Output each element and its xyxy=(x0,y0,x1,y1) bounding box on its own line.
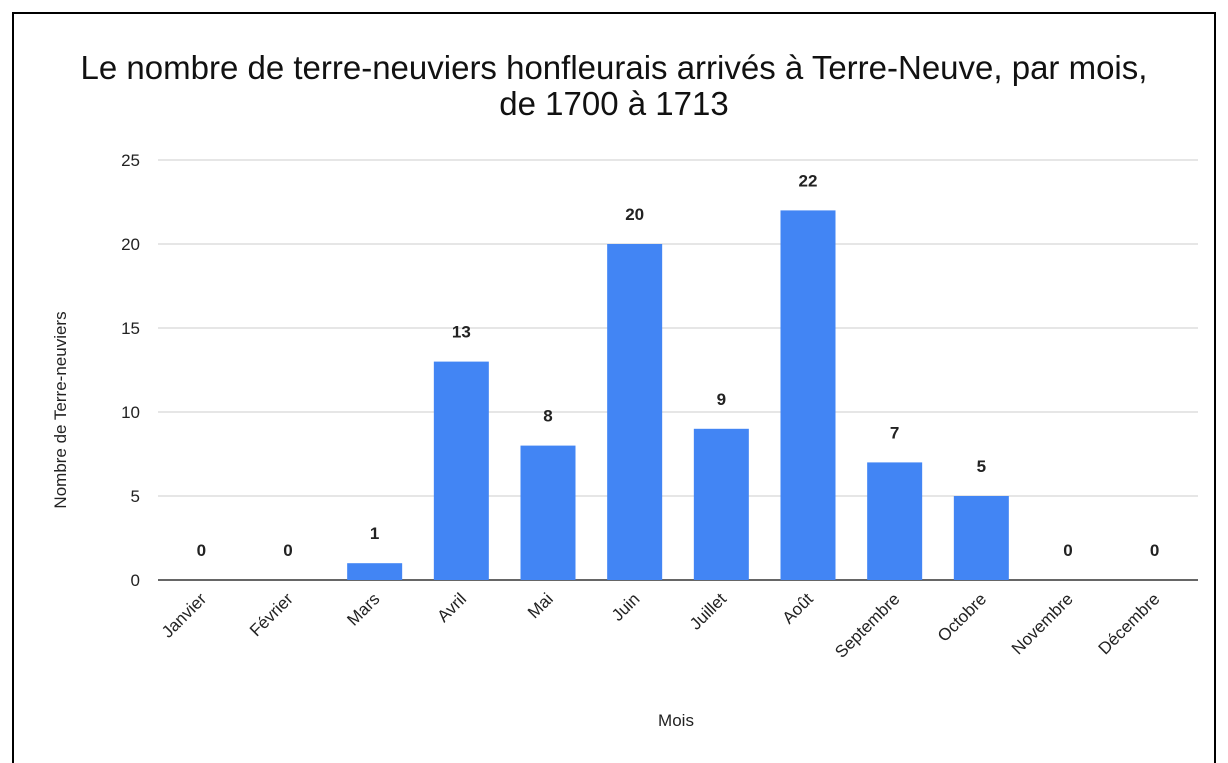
x-tick-label: Mai xyxy=(524,589,557,622)
data-label: 5 xyxy=(977,457,986,476)
bar xyxy=(953,496,1009,580)
data-label: 1 xyxy=(370,524,379,543)
x-tick-label: Juin xyxy=(608,589,643,624)
x-tick-label: Avril xyxy=(434,589,471,626)
frame xyxy=(12,12,1216,763)
x-tick-label: Février xyxy=(246,589,297,640)
data-label: 7 xyxy=(890,423,899,442)
x-tick-label: Octobre xyxy=(934,589,990,645)
bar xyxy=(693,428,749,580)
data-label: 22 xyxy=(799,171,818,190)
data-label: 13 xyxy=(452,323,471,342)
bar xyxy=(780,210,836,580)
y-tick-label: 20 xyxy=(121,235,140,254)
x-tick-label: Mars xyxy=(343,589,383,629)
y-axis-label: Nombre de Terre-neuviers xyxy=(51,311,70,508)
x-tick-label: Août xyxy=(779,589,817,627)
bar xyxy=(607,244,663,580)
data-label: 0 xyxy=(1150,541,1159,560)
y-tick-label: 5 xyxy=(131,487,140,506)
data-label: 0 xyxy=(197,541,206,560)
data-label: 0 xyxy=(283,541,292,560)
y-tick-label: 0 xyxy=(131,571,140,590)
data-label: 8 xyxy=(543,407,552,426)
y-tick-label: 25 xyxy=(121,151,140,170)
x-tick-label: Juillet xyxy=(686,589,730,633)
chart-title: Le nombre de terre-neuviers honfleurais … xyxy=(80,49,1148,122)
x-tick-label: Janvier xyxy=(158,589,210,641)
x-tick-label: Septembre xyxy=(831,589,903,661)
bar xyxy=(520,445,576,580)
data-label: 20 xyxy=(625,205,644,224)
data-label: 0 xyxy=(1063,541,1072,560)
bar xyxy=(867,462,923,580)
data-label: 9 xyxy=(717,390,726,409)
y-tick-label: 15 xyxy=(121,319,140,338)
y-tick-label: 10 xyxy=(121,403,140,422)
bar xyxy=(433,361,489,580)
bar xyxy=(347,563,403,580)
x-axis-label: Mois xyxy=(658,711,694,730)
x-tick-label: Novembre xyxy=(1008,589,1077,658)
x-tick-label: Décembre xyxy=(1095,589,1164,658)
